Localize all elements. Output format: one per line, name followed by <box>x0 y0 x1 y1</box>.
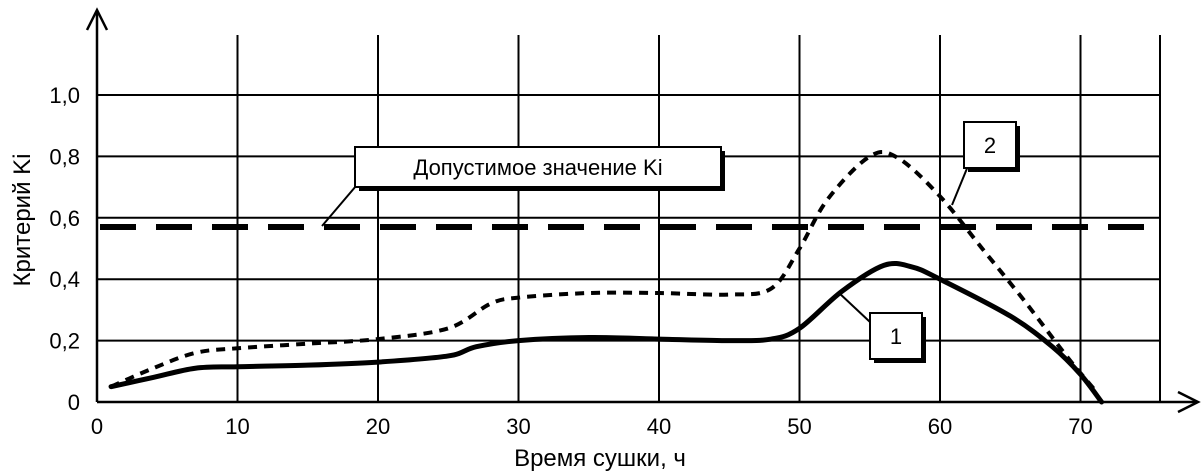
y-axis-arrow <box>85 7 109 31</box>
tick-labels: 0 10 20 30 40 50 60 70 0 0,2 0,4 0,6 0,8 1,0 <box>49 83 1092 439</box>
x-axis-title: Время сушки, ч <box>514 445 686 472</box>
series-line-2 <box>110 150 1097 391</box>
x-tick-label: 20 <box>366 414 390 439</box>
y-tick-label: 0,8 <box>49 144 80 169</box>
series-2-label-box <box>963 121 1017 169</box>
series-1-label-text: 1 <box>890 324 902 349</box>
x-tick-label: 40 <box>647 414 671 439</box>
series-line-1 <box>108 260 1105 405</box>
series-2-leader-line <box>951 165 969 206</box>
y-tick-label: 0,4 <box>49 267 80 292</box>
y-tick-label: 0,2 <box>49 329 80 354</box>
threshold-label-box <box>354 146 722 188</box>
series-2-label-text: 2 <box>984 133 996 158</box>
x-axis-arrow <box>1177 390 1201 414</box>
x-tick-label: 30 <box>506 414 530 439</box>
threshold-leader-line <box>321 185 357 227</box>
x-tick-label: 0 <box>91 414 103 439</box>
x-tick-label: 60 <box>928 414 952 439</box>
series-group <box>108 150 1105 405</box>
x-tick-label: 50 <box>787 414 811 439</box>
y-tick-label: 0,6 <box>49 206 80 231</box>
y-tick-label: 1,0 <box>49 83 80 108</box>
series-1-label-box <box>869 312 923 360</box>
y-axis-title: Критерий Ki <box>9 154 36 287</box>
axes <box>85 7 1201 414</box>
x-tick-label: 70 <box>1068 414 1092 439</box>
x-tick-label: 10 <box>225 414 249 439</box>
threshold-label-text: Допустимое значение Ki <box>413 155 662 180</box>
series-1-leader-line <box>837 291 871 323</box>
y-tick-label: 0 <box>68 390 80 415</box>
annotations: Допустимое значение Ki 1 2 <box>321 121 1020 363</box>
